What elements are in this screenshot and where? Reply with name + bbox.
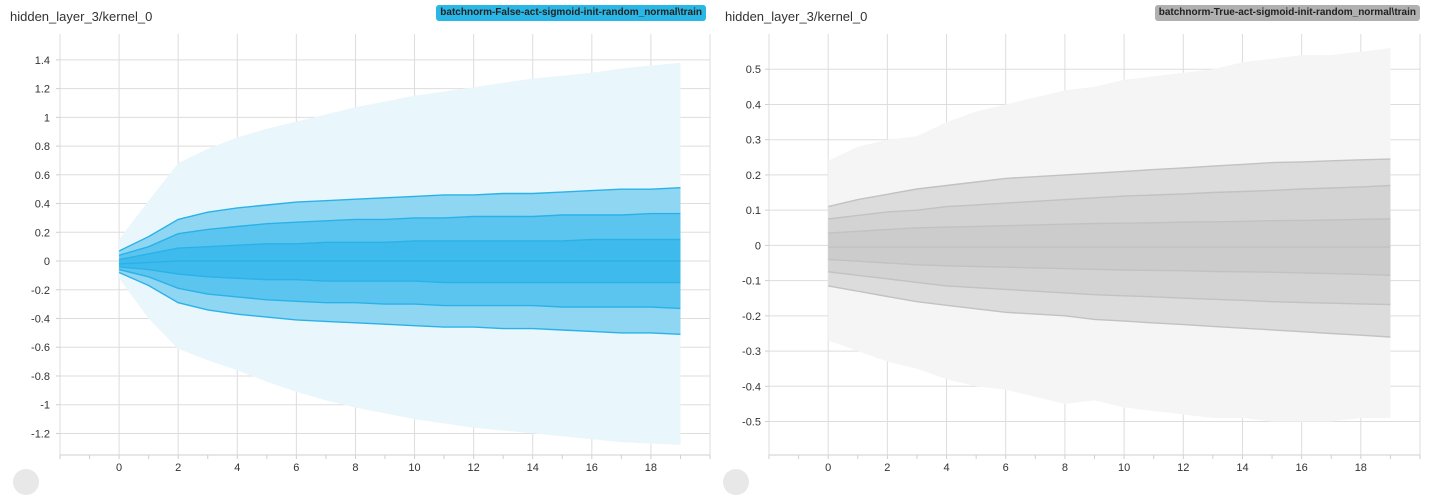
y-tick-label: -0.8 [31, 371, 50, 383]
x-tick-label: 10 [1118, 462, 1130, 474]
y-tick-label: 1.4 [35, 55, 50, 67]
x-tick-label: 6 [1003, 462, 1009, 474]
y-tick-label: 0 [755, 240, 761, 252]
histogram-panel-0: 1.4 1.2 1 0.8 0.6 0.4 0.2 0 -0.2 -0.4 -0.6 -0.8 -1 -1… [0, 0, 715, 495]
y-tick-label: 0.6 [35, 170, 50, 182]
run-badge: batchnorm-False-act-sigmoid-init-random_… [436, 5, 706, 21]
y-tick-label: -1 [40, 400, 50, 412]
y-tick-label: -0.2 [742, 311, 761, 323]
chart-svg: 1.4 1.2 1 0.8 0.6 0.4 0.2 0 -0.2 -0.4 -0.6 -0.8 -1 -1… [31, 34, 711, 474]
x-tick-label: 16 [586, 462, 598, 474]
percentile-line [828, 158, 1391, 208]
y-tick-label: -0.2 [31, 285, 50, 297]
x-tick-label: 12 [1177, 462, 1189, 474]
x-tick-label: 8 [352, 462, 358, 474]
percentile-line [118, 268, 681, 310]
x-tick-label: 18 [1355, 462, 1367, 474]
y-tick-label: 0.4 [35, 199, 50, 211]
y-tick-label: -0.6 [31, 342, 50, 354]
percentile-line [118, 212, 681, 256]
y-tick-label: -0.5 [742, 417, 761, 429]
percentile-line [119, 260, 681, 265]
x-tick-label: 12 [468, 462, 480, 474]
chart-svg: 0.5 0.4 0.3 0.2 0.1 0 -0.1 -0.2 -0.3 -0.4 -0.5 0 2 4 6… [742, 34, 1421, 474]
x-tick-label: 14 [527, 462, 539, 474]
expand-icon[interactable] [13, 469, 39, 495]
chart-title: hidden_layer_3/kernel_0 [10, 9, 153, 24]
x-tick-label: 0 [825, 462, 831, 474]
y-tick-label: 0.2 [35, 227, 50, 239]
x-tick-label: 4 [943, 462, 949, 474]
percentile-line [828, 271, 1391, 306]
y-tick-label: 1.2 [35, 84, 50, 96]
x-tick-label: 10 [408, 462, 420, 474]
run-badge: batchnorm-True-act-sigmoid-init-random_n… [1154, 5, 1420, 21]
x-tick-label: 14 [1236, 462, 1248, 474]
percentile-line [118, 238, 681, 261]
percentile-line [828, 218, 1391, 234]
x-tick-label: 4 [234, 462, 240, 474]
percentile-line [828, 184, 1391, 220]
histogram-panel-1: 0.5 0.4 0.3 0.2 0.1 0 -0.1 -0.2 -0.3 -0.4 -0.5 0 2 4 6… [715, 0, 1431, 495]
percentile-line [828, 285, 1391, 338]
y-tick-label: 0.1 [746, 205, 761, 217]
y-tick-label: 0.5 [746, 64, 761, 76]
y-tick-label: -0.4 [742, 381, 761, 393]
y-tick-label: 0.4 [746, 99, 761, 111]
y-tick-label: 1 [44, 112, 50, 124]
x-tick-label: 16 [1296, 462, 1308, 474]
percentile-line [828, 258, 1391, 276]
x-tick-label: 6 [293, 462, 299, 474]
y-tick-label: -0.3 [742, 346, 761, 358]
x-tick-label: 8 [1062, 462, 1068, 474]
percentile-line [118, 187, 681, 252]
y-tick-label: -0.4 [31, 313, 50, 325]
x-tick-label: 18 [645, 462, 657, 474]
expand-icon[interactable] [723, 469, 749, 495]
percentile-line [119, 266, 681, 284]
x-tick-label: 2 [884, 462, 890, 474]
percentile-line [118, 271, 681, 335]
y-tick-label: -0.1 [742, 276, 761, 288]
y-tick-label: 0.8 [35, 141, 50, 153]
x-tick-label: 0 [116, 462, 122, 474]
chart-title: hidden_layer_3/kernel_0 [725, 9, 868, 24]
x-tick-label: 2 [175, 462, 181, 474]
y-tick-label: 0.2 [746, 170, 761, 182]
y-tick-label: -1.2 [31, 428, 50, 440]
y-tick-label: 0.3 [746, 135, 761, 147]
y-tick-label: 0 [44, 256, 50, 268]
